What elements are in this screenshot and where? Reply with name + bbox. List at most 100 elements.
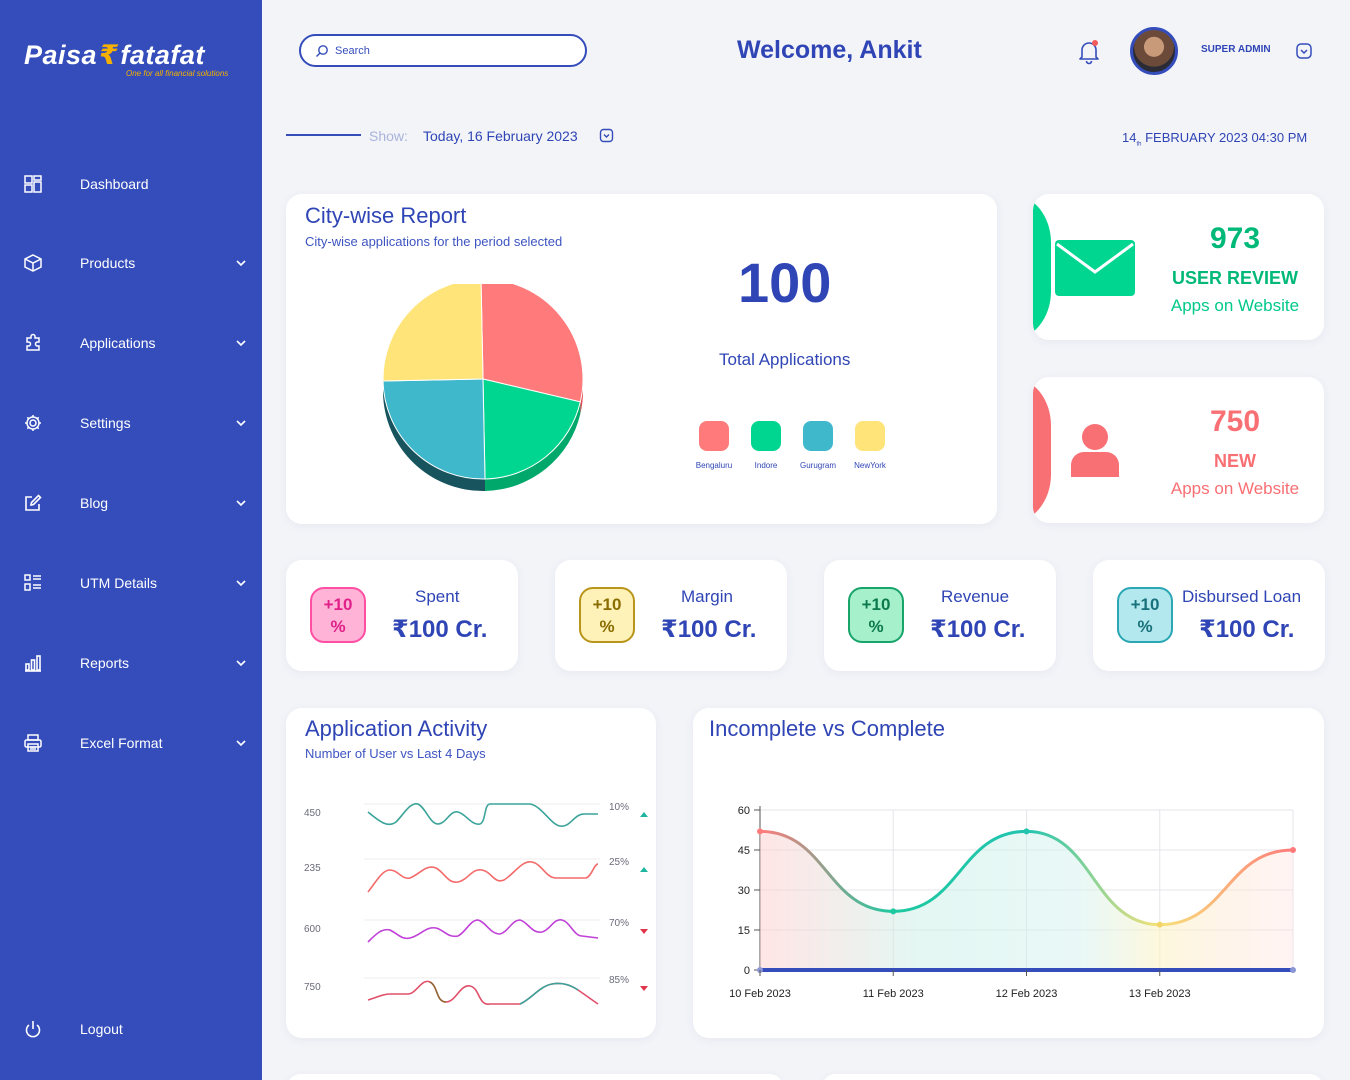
- data-point: [757, 828, 763, 835]
- x-tick-label: 12 Feb 2023: [996, 988, 1058, 1000]
- datetime-suffix: th: [1136, 141, 1142, 148]
- sparkline-series: [367, 919, 599, 943]
- stat-subtitle: Apps on Website: [1170, 296, 1300, 315]
- kpi-card-margin: +10% Margin ₹100 Cr.: [555, 560, 787, 671]
- total-applications-label: Total Applications: [719, 350, 851, 369]
- brand-tagline: One for all financial solutions: [126, 69, 229, 78]
- kpi-card-disbursed-loan: +10% Disbursed Loan ₹100 Cr.: [1093, 560, 1325, 671]
- brand-logo[interactable]: Paisa₹fatafat One for all financial solu…: [24, 40, 228, 78]
- activity-title: Application Activity: [305, 716, 488, 741]
- kpi-badge: +10%: [310, 587, 366, 643]
- list-icon: [24, 574, 41, 591]
- spark-value: 450: [304, 808, 321, 819]
- chevron-down-icon: [236, 580, 246, 587]
- kpi-badge-top: +10: [861, 595, 891, 614]
- chevron-down-icon: [236, 420, 246, 427]
- x-tick-label: 11 Feb 2023: [863, 988, 924, 1000]
- y-tick-label: 30: [738, 885, 750, 897]
- stat-subtitle: Apps on Website: [1170, 479, 1300, 498]
- brand-name-right: fatafat: [120, 40, 205, 70]
- incomplete-complete-chart: 0 15 30 45 60 10 Feb 2023 11 Feb 2023 12 Feb 20…: [729, 805, 1296, 1000]
- sidebar-item-products[interactable]: Products: [0, 243, 262, 283]
- kpi-badge-bottom: %: [330, 617, 346, 636]
- legend-swatch: [803, 421, 833, 451]
- sidebar-item-utm-details[interactable]: UTM Details: [0, 563, 262, 603]
- user-role: SUPER ADMIN: [1201, 44, 1271, 55]
- sidebar-item-label: Applications: [80, 335, 156, 351]
- bell-icon[interactable]: [1076, 38, 1102, 66]
- new-apps-card: 750 NEW Apps on Website: [1033, 377, 1324, 523]
- sidebar-item-blog[interactable]: Blog: [0, 483, 262, 523]
- current-datetime: 14th FEBRUARY 2023 04:30 PM: [1122, 130, 1307, 148]
- brand-rupee: ₹: [99, 40, 119, 70]
- avatar[interactable]: [1130, 27, 1178, 75]
- kpi-value: ₹100 Cr.: [1199, 616, 1295, 643]
- sidebar-item-applications[interactable]: Applications: [0, 323, 262, 363]
- legend-label: Bengaluru: [695, 461, 733, 470]
- sidebar-item-label: Settings: [80, 415, 131, 431]
- date-filter[interactable]: Today, 16 February 2023: [423, 128, 578, 144]
- pie-slice: [480, 284, 584, 403]
- gear-icon: [25, 415, 41, 431]
- kpi-value: ₹100 Cr.: [392, 616, 488, 643]
- brand-name-left: Paisa: [24, 40, 98, 70]
- bottom-card: [821, 1074, 1324, 1080]
- logout-label: Logout: [80, 1021, 123, 1037]
- bottom-card: [286, 1074, 784, 1080]
- pie-slice: [382, 378, 486, 480]
- kpi-badge-top: +10: [323, 595, 353, 614]
- logout-button[interactable]: Logout: [0, 1009, 262, 1049]
- kpi-label: Margin: [681, 587, 733, 606]
- incomplete-complete-title: Incomplete vs Complete: [709, 716, 945, 741]
- legend-swatch: [699, 421, 729, 451]
- trend-down-icon: [640, 929, 648, 934]
- total-applications-value: 100: [738, 251, 832, 314]
- city-pie-chart: [382, 284, 584, 491]
- user-icon: [1071, 424, 1119, 477]
- box-icon: [24, 254, 42, 272]
- kpi-badge-bottom: %: [599, 617, 615, 636]
- kpi-badge: +10%: [848, 587, 904, 643]
- chevron-down-icon: [236, 660, 246, 667]
- search-bar[interactable]: [299, 34, 587, 67]
- spark-value: 600: [304, 924, 321, 935]
- sidebar-item-excel-format[interactable]: Excel Format: [0, 723, 262, 763]
- show-label: Show:: [369, 128, 408, 144]
- legend-swatch: [855, 421, 885, 451]
- chevron-down-icon: [236, 740, 246, 747]
- spark-value: 235: [304, 863, 321, 874]
- divider: [286, 134, 361, 136]
- printer-icon: [24, 734, 42, 752]
- kpi-label: Revenue: [941, 587, 1010, 606]
- sidebar-item-settings[interactable]: Settings: [0, 403, 262, 443]
- user-review-card: 973 USER REVIEW Apps on Website: [1033, 194, 1324, 340]
- sparkline-series: [367, 803, 598, 827]
- kpi-card-spent: +10% Spent ₹100 Cr.: [286, 560, 518, 671]
- sidebar-item-dashboard[interactable]: Dashboard: [0, 164, 262, 204]
- edit-icon: [25, 494, 42, 511]
- chevron-down-icon[interactable]: [599, 128, 614, 143]
- y-tick-label: 0: [744, 965, 750, 977]
- search-icon: [316, 44, 328, 57]
- x-tick-label: 13 Feb 2023: [1129, 988, 1191, 1000]
- sparkline-series: [519, 982, 579, 1005]
- series-area: [760, 831, 1293, 970]
- bar-chart-icon: [25, 655, 41, 672]
- sidebar-item-label: Blog: [80, 495, 109, 511]
- sparkline-series: [429, 981, 447, 1003]
- stat-value: 750: [1209, 405, 1261, 438]
- trend-up-icon: [640, 867, 648, 872]
- chevron-down-icon[interactable]: [1295, 42, 1313, 60]
- city-report-subtitle: City-wise applications for the period se…: [305, 234, 563, 249]
- kpi-badge-bottom: %: [1137, 617, 1153, 636]
- kpi-badge: +10%: [1117, 587, 1173, 643]
- search-input[interactable]: [335, 44, 555, 57]
- incomplete-complete-card: Incomplete vs Complete 0 15 30 45 60 10 Feb 2…: [693, 708, 1324, 1038]
- spark-percent: 25%: [609, 857, 630, 868]
- accent-bar: [1033, 194, 1055, 340]
- trend-down-icon: [640, 986, 648, 991]
- puzzle-icon: [26, 333, 40, 351]
- kpi-card-revenue: +10% Revenue ₹100 Cr.: [824, 560, 1056, 671]
- kpi-label: Disbursed Loan: [1182, 587, 1302, 606]
- sidebar-item-reports[interactable]: Reports: [0, 643, 262, 683]
